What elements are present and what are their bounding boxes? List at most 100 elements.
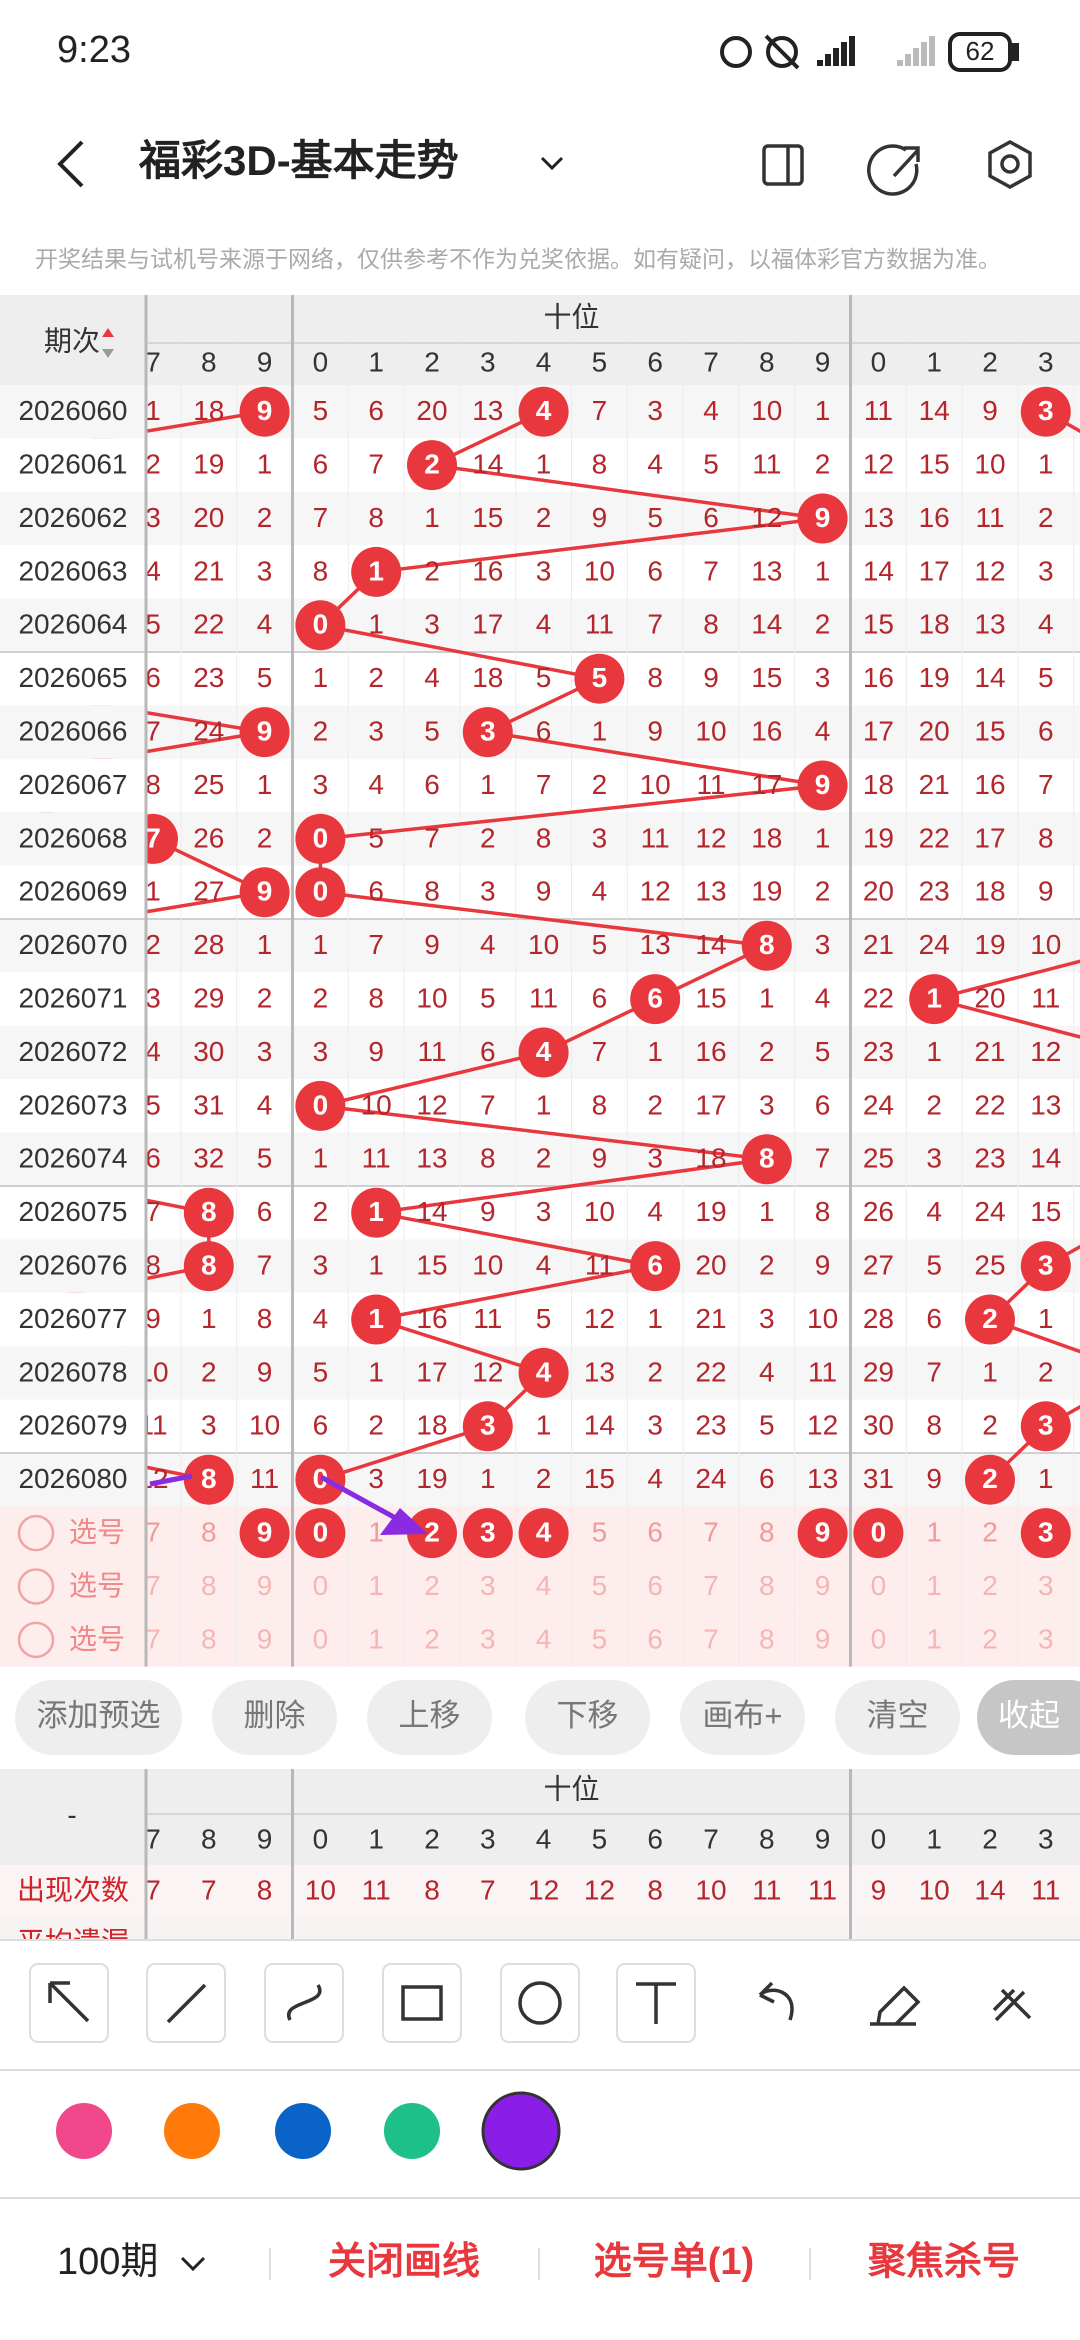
cell-number: 19 [193, 448, 224, 479]
cell-number: 19 [416, 1463, 447, 1494]
cell-number: 19 [974, 929, 1005, 960]
pick-checkbox[interactable] [17, 1621, 55, 1659]
hit-ball [407, 440, 457, 491]
cell-number: 9 [257, 1356, 273, 1387]
color-swatch[interactable] [164, 2103, 220, 2159]
cell-number: 13 [472, 395, 503, 426]
tool-text[interactable] [636, 1982, 676, 2024]
back-button[interactable] [57, 140, 84, 188]
cell-number: 17 [472, 609, 503, 640]
action-button[interactable] [680, 1680, 805, 1755]
device-icon[interactable] [762, 144, 804, 186]
action-button-label[interactable]: 删除 [244, 1698, 306, 1733]
title-dropdown[interactable] [540, 156, 564, 171]
cell-number: 14 [751, 609, 782, 640]
cell-number: 6 [145, 662, 161, 693]
tool-eraser[interactable] [870, 1985, 921, 2026]
cell-number: 7 [592, 395, 608, 426]
period-header-label[interactable]: 期次 [44, 325, 100, 356]
cell-number: 1 [759, 1196, 775, 1227]
hit-ball [1020, 386, 1071, 437]
tool-curve[interactable] [286, 1984, 322, 2021]
cell-number: 11 [808, 1356, 837, 1387]
battery-level: 62 [966, 36, 995, 66]
action-button-label[interactable]: 添加预选 [37, 1698, 161, 1733]
row-background [146, 438, 1080, 492]
cell-number: 14 [863, 555, 894, 586]
cell-number: 2 [592, 769, 608, 800]
cell-number: 2 [926, 1089, 942, 1120]
color-swatch[interactable] [384, 2103, 440, 2159]
cell-number: 21 [974, 1036, 1005, 1067]
action-button-label[interactable]: 清空 [867, 1698, 929, 1733]
hit-number: 3 [480, 715, 496, 746]
pick-checkbox[interactable] [17, 1514, 55, 1552]
cell-number: 7 [145, 715, 161, 746]
footer-action[interactable]: 聚焦杀号 [867, 2241, 1020, 2283]
action-button-label[interactable]: 画布+ [702, 1698, 782, 1733]
column-digit: 8 [201, 1823, 217, 1854]
color-swatch-selected[interactable] [481, 2091, 561, 2171]
cell-number: 15 [919, 448, 950, 479]
settings-icon[interactable] [988, 140, 1032, 189]
column-digit: 1 [926, 346, 942, 377]
color-swatch[interactable] [275, 2103, 331, 2159]
cell-number: 3 [926, 1143, 942, 1174]
cell-number: 25 [863, 1143, 894, 1174]
page-title[interactable]: 福彩3D-基本走势 [138, 137, 459, 184]
action-button[interactable] [212, 1680, 337, 1755]
period-select[interactable]: 100期 [57, 2241, 158, 2283]
tool-circle[interactable] [518, 1981, 562, 2025]
action-button[interactable] [525, 1680, 650, 1755]
tool-undo[interactable] [758, 1981, 794, 2021]
share-icon[interactable] [867, 144, 920, 196]
column-digit: 1 [368, 346, 384, 377]
cell-number: 4 [815, 982, 831, 1013]
hit-ball [797, 1508, 848, 1559]
footer-action[interactable]: 关闭画线 [328, 2241, 480, 2283]
cell-number: 29 [863, 1356, 894, 1387]
tool-arrow[interactable] [48, 1981, 90, 2023]
cell-number: 25 [193, 769, 224, 800]
period-cell [0, 705, 146, 759]
pick-checkbox[interactable] [17, 1568, 55, 1605]
period: 2026065 [18, 662, 127, 693]
action-button-label[interactable]: 下移 [557, 1698, 619, 1733]
sort-up[interactable] [102, 328, 114, 337]
tool-line[interactable] [166, 1983, 207, 2024]
period: 2026075 [18, 1196, 127, 1227]
cell-number: 5 [592, 929, 608, 960]
cell-number: 8 [313, 555, 329, 586]
cell-number: 3 [257, 555, 273, 586]
period: 2026073 [18, 1089, 127, 1120]
sort-down[interactable] [102, 349, 114, 358]
cell-number: 3 [759, 1089, 775, 1120]
cell-number: 4 [592, 876, 608, 907]
action-button-label[interactable]: 收起 [998, 1698, 1060, 1733]
row-background [146, 1346, 1080, 1400]
column-digit: 1 [926, 1823, 942, 1854]
action-button[interactable] [977, 1680, 1080, 1755]
footer-action[interactable]: 选号单(1) [594, 2241, 754, 2283]
hit-ball [239, 707, 290, 758]
action-button-label[interactable]: 上移 [399, 1698, 461, 1733]
tool-rect[interactable] [401, 1985, 443, 2021]
action-button[interactable] [835, 1680, 960, 1755]
cell-number: 20 [416, 395, 447, 426]
tool-clear[interactable] [992, 1988, 1032, 2022]
period-dropdown[interactable] [180, 2256, 206, 2272]
hit-number: 0 [313, 1089, 329, 1120]
cell-number: 7 [926, 1356, 942, 1387]
cell-number: 7 [368, 929, 384, 960]
action-button[interactable] [367, 1680, 492, 1755]
action-button[interactable] [15, 1680, 182, 1755]
column-digit: 7 [145, 1823, 161, 1854]
period-cell [0, 385, 146, 439]
color-swatch[interactable] [56, 2103, 112, 2159]
cell-number: 9 [424, 929, 440, 960]
cell-number: 25 [974, 1249, 1005, 1280]
cell-number: 29 [193, 982, 224, 1013]
cell-number: 2 [480, 822, 496, 853]
hit-number: 2 [982, 1463, 998, 1494]
cell-number: 12 [640, 876, 671, 907]
